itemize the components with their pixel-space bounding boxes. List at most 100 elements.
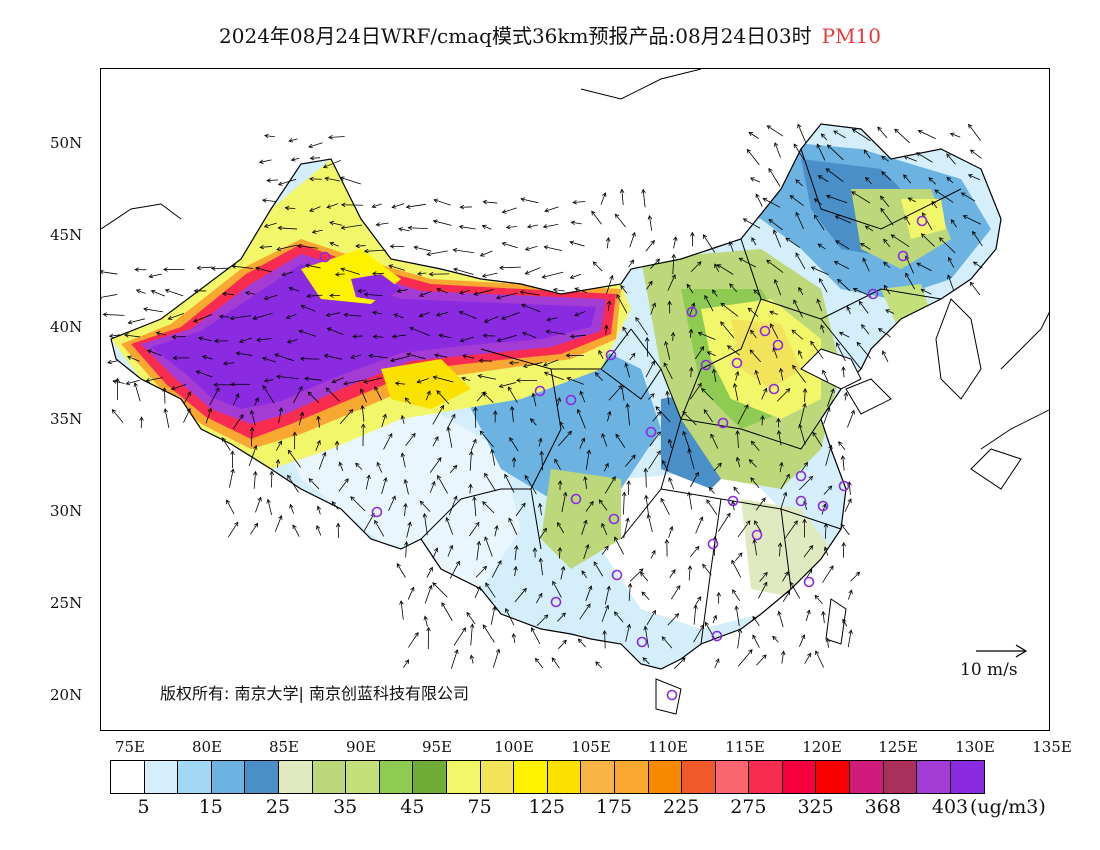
colorbar-label: 15 [198, 796, 223, 818]
wind-arrow-icon [644, 336, 650, 357]
wind-arrow-icon [115, 377, 120, 400]
wind-arrow-icon [258, 159, 272, 164]
wind-arrow-icon [543, 245, 563, 252]
wind-arrow-icon [603, 462, 609, 472]
wind-arrow-icon [748, 459, 757, 468]
wind-arrow-icon [795, 252, 806, 270]
wind-arrow-icon [777, 542, 783, 557]
wind-arrow-icon [697, 331, 716, 340]
wind-arrow-icon [669, 569, 676, 579]
station-circle-icon [371, 506, 383, 518]
wind-arrow-icon [524, 474, 537, 495]
wind-arrow-icon [903, 155, 917, 162]
wind-arrow-icon [754, 369, 761, 386]
wind-arrow-icon [451, 649, 459, 669]
wind-arrow-icon [514, 587, 527, 603]
wind-arrow-icon [494, 525, 499, 537]
colorbar-swatch [917, 761, 951, 793]
wind-arrow-icon [437, 474, 448, 494]
wind-arrow-icon [628, 259, 635, 268]
wind-arrow-icon [538, 557, 544, 576]
map-frame[interactable] [100, 68, 1050, 731]
wind-arrow-icon [825, 194, 848, 204]
wind-arrow-icon [720, 321, 735, 339]
wind-arrow-icon [641, 591, 650, 600]
wind-arrow-icon [432, 436, 439, 447]
wind-arrow-icon [259, 244, 272, 250]
wind-arrow-icon [252, 312, 273, 321]
wind-arrow-icon [798, 350, 803, 359]
wind-arrow-icon [375, 222, 389, 227]
wind-arrow-icon [287, 474, 299, 493]
wind-arrow-icon [847, 409, 855, 428]
wind-arrow-icon [969, 281, 981, 296]
wind-arrow-icon [847, 629, 853, 648]
station-circle-icon [666, 689, 678, 701]
colorbar-swatch [312, 761, 347, 793]
wind-arrow-icon [447, 544, 454, 557]
wind-arrow-icon [519, 290, 540, 296]
wind-arrow-icon [627, 582, 633, 601]
wind-arrow-icon [214, 338, 229, 344]
wind-arrow-icon [516, 378, 537, 383]
lon-label-115: 115E [725, 738, 765, 756]
wind-arrow-icon [311, 229, 323, 234]
wind-arrow-icon [820, 324, 825, 334]
station-circle-icon [700, 359, 712, 371]
wind-arrow-icon [789, 195, 804, 207]
wind-arrow-icon [822, 369, 829, 382]
wind-arrow-icon [903, 174, 912, 184]
wind-arrow-icon [376, 461, 383, 473]
wind-arrow-icon [642, 657, 650, 665]
colorbar-swatch [346, 761, 380, 793]
wind-arrow-icon [276, 244, 298, 252]
wind-arrow-icon [404, 397, 411, 405]
wind-arrow-icon [671, 253, 677, 275]
wind-arrow-icon [690, 261, 702, 273]
wind-arrow-icon [670, 584, 681, 600]
wind-arrow-icon [374, 386, 383, 401]
wind-arrow-icon [209, 387, 220, 406]
wind-arrow-icon [508, 517, 518, 536]
lon-label-95: 95E [421, 738, 453, 756]
station-circle-icon [717, 417, 729, 429]
wind-arrow-icon [213, 382, 234, 388]
colorbar-unit: (ug/m3) [970, 796, 1046, 818]
wind-arrow-icon [738, 257, 757, 268]
wind-arrow-icon [885, 309, 895, 314]
station-markers [319, 215, 928, 701]
wind-arrow-icon [407, 225, 428, 231]
wind-arrow-icon [663, 362, 673, 380]
wind-arrow-icon [509, 437, 519, 452]
wind-arrow-icon [579, 390, 586, 403]
wind-arrow-icon [768, 167, 781, 187]
wind-arrow-icon [482, 624, 495, 643]
wind-arrow-icon [413, 245, 432, 252]
wind-arrow-icon [405, 203, 426, 209]
wind-arrow-icon [490, 605, 497, 625]
wind-arrow-icon [667, 274, 676, 291]
station-circle-icon [711, 630, 723, 642]
wind-arrow-icon [650, 258, 661, 269]
wind-arrow-icon [861, 324, 870, 335]
wind-arrow-icon [350, 496, 366, 512]
wind-arrow-icon [776, 429, 782, 446]
wind-arrow-icon [768, 218, 783, 231]
wind-arrow-icon [731, 559, 742, 578]
wind-arrow-icon [126, 355, 140, 362]
wind-arrow-icon [399, 600, 404, 620]
wind-arrow-icon [931, 200, 938, 209]
station-circle-icon [731, 357, 743, 369]
wind-arrow-icon [388, 264, 405, 271]
wind-arrow-icon [381, 413, 387, 428]
wind-arrow-icon [368, 353, 389, 359]
wind-arrow-icon [798, 423, 806, 445]
wind-arrow-icon [557, 522, 565, 534]
wind-arrow-icon [883, 238, 891, 248]
wind-arrow-icon [742, 218, 761, 229]
wind-arrow-icon [292, 431, 298, 450]
wind-arrow-icon [793, 299, 803, 318]
wind-arrow-icon [263, 294, 278, 301]
wind-arrow-icon [820, 133, 828, 141]
title-main: 2024年08月24日WRF/cmaq模式36km预报产品:08月24日03时 [219, 24, 812, 48]
